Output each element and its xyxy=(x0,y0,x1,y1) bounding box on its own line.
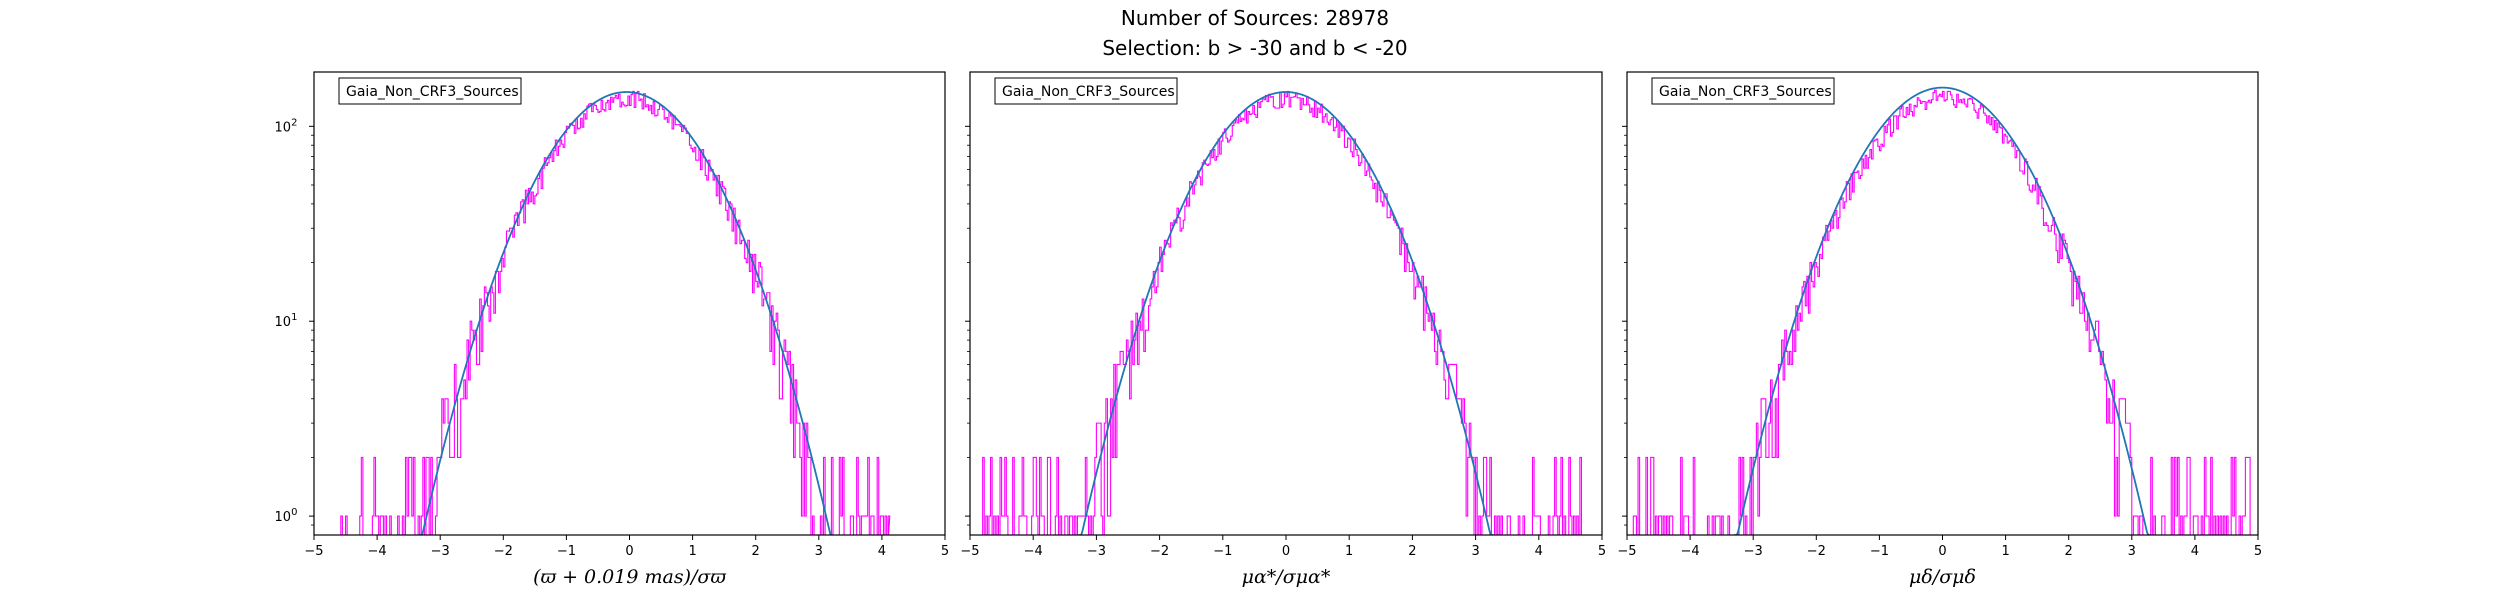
pmdec-gaussian-fit xyxy=(1734,86,2151,535)
parallax-xtick-label: −5 xyxy=(304,544,323,559)
parallax-histogram xyxy=(340,90,891,535)
pmdec-xtick-label: 1 xyxy=(2001,544,2009,559)
pmra-histogram xyxy=(982,90,1583,535)
pmdec-histogram xyxy=(1632,89,2251,535)
parallax-xtick-label: −1 xyxy=(557,544,576,559)
parallax-legend-box xyxy=(338,77,522,105)
parallax-xtick-label: 5 xyxy=(941,544,949,559)
pmdec-xtick-label: 2 xyxy=(2065,544,2073,559)
pmra-legend-box xyxy=(994,77,1178,105)
pmra-xtick-label: −5 xyxy=(960,544,979,559)
parallax-xtick-label: 1 xyxy=(688,544,696,559)
figure-title-line1: Number of Sources: 28978 xyxy=(1121,6,1389,30)
pmra-xtick-label: −3 xyxy=(1087,544,1106,559)
pmra-xlabel: μα*/σμα* xyxy=(1242,566,1331,588)
parallax-xtick-label: 3 xyxy=(815,544,823,559)
pmdec-xtick-label: −2 xyxy=(1807,544,1826,559)
panel-pmra: −5 −4 −3 −2 −1 0 1 2 3 4 5 Gaia_Non_CRF3_Sources μα*… xyxy=(960,71,1606,588)
pmra-xtick-label: −2 xyxy=(1150,544,1169,559)
parallax-xlabel: (ϖ + 0.019 mas)/σϖ xyxy=(533,566,726,588)
pmra-gaussian-fit xyxy=(1078,91,1494,535)
figure-title-line2: Selection: b > -30 and b < -20 xyxy=(1102,36,1407,60)
pmra-xtick-label: −4 xyxy=(1024,544,1043,559)
parallax-ytick-label: 100 xyxy=(275,507,298,525)
pmdec-xtick-label: 0 xyxy=(1938,544,1946,559)
pmdec-xtick-label: 5 xyxy=(2254,544,2262,559)
pmra-xtick-label: −1 xyxy=(1213,544,1232,559)
pmdec-xtick-label: −5 xyxy=(1617,544,1636,559)
pmdec-legend-label: Gaia_Non_CRF3_Sources xyxy=(1659,84,1832,100)
pmdec-xtick-label: 4 xyxy=(2191,544,2199,559)
parallax-legend-label: Gaia_Non_CRF3_Sources xyxy=(346,84,519,100)
pmra-xtick-label: 1 xyxy=(1345,544,1353,559)
pmdec-xtick-label: −3 xyxy=(1744,544,1763,559)
panel-pmdec: −5 −4 −3 −2 −1 0 1 2 3 4 5 Gaia_Non_CRF3_Sources μδ/… xyxy=(1617,71,2262,588)
pmra-xtick-label: 3 xyxy=(1471,544,1479,559)
parallax-xtick-label: −3 xyxy=(431,544,450,559)
parallax-xtick-label: 2 xyxy=(752,544,760,559)
pmra-legend-label: Gaia_Non_CRF3_Sources xyxy=(1002,84,1175,100)
pmdec-xtick-label: 3 xyxy=(2128,544,2136,559)
parallax-xtick-label: 4 xyxy=(878,544,886,559)
pmra-xtick-label: 0 xyxy=(1282,544,1290,559)
pmdec-legend-box xyxy=(1651,77,1835,105)
pmra-xtick-label: 5 xyxy=(1598,544,1606,559)
pmra-xtick-label: 4 xyxy=(1535,544,1543,559)
pmdec-xlabel: μδ/σμδ xyxy=(1909,566,1976,588)
parallax-xtick-label: −2 xyxy=(494,544,513,559)
parallax-ytick-label: 102 xyxy=(275,117,298,135)
parallax-xtick-label: 0 xyxy=(625,544,633,559)
pmra-xtick-label: 2 xyxy=(1408,544,1416,559)
parallax-ytick-label: 101 xyxy=(275,312,298,330)
pmdec-xtick-label: −1 xyxy=(1870,544,1889,559)
parallax-xtick-label: −4 xyxy=(368,544,387,559)
parallax-gaussian-fit xyxy=(420,91,833,535)
pmdec-xtick-label: −4 xyxy=(1681,544,1700,559)
panel-parallax: −5 −4 −3 −2 −1 0 1 2 3 4 5 100 101 102 Gaia_Non_CRF3_S… xyxy=(275,71,949,588)
